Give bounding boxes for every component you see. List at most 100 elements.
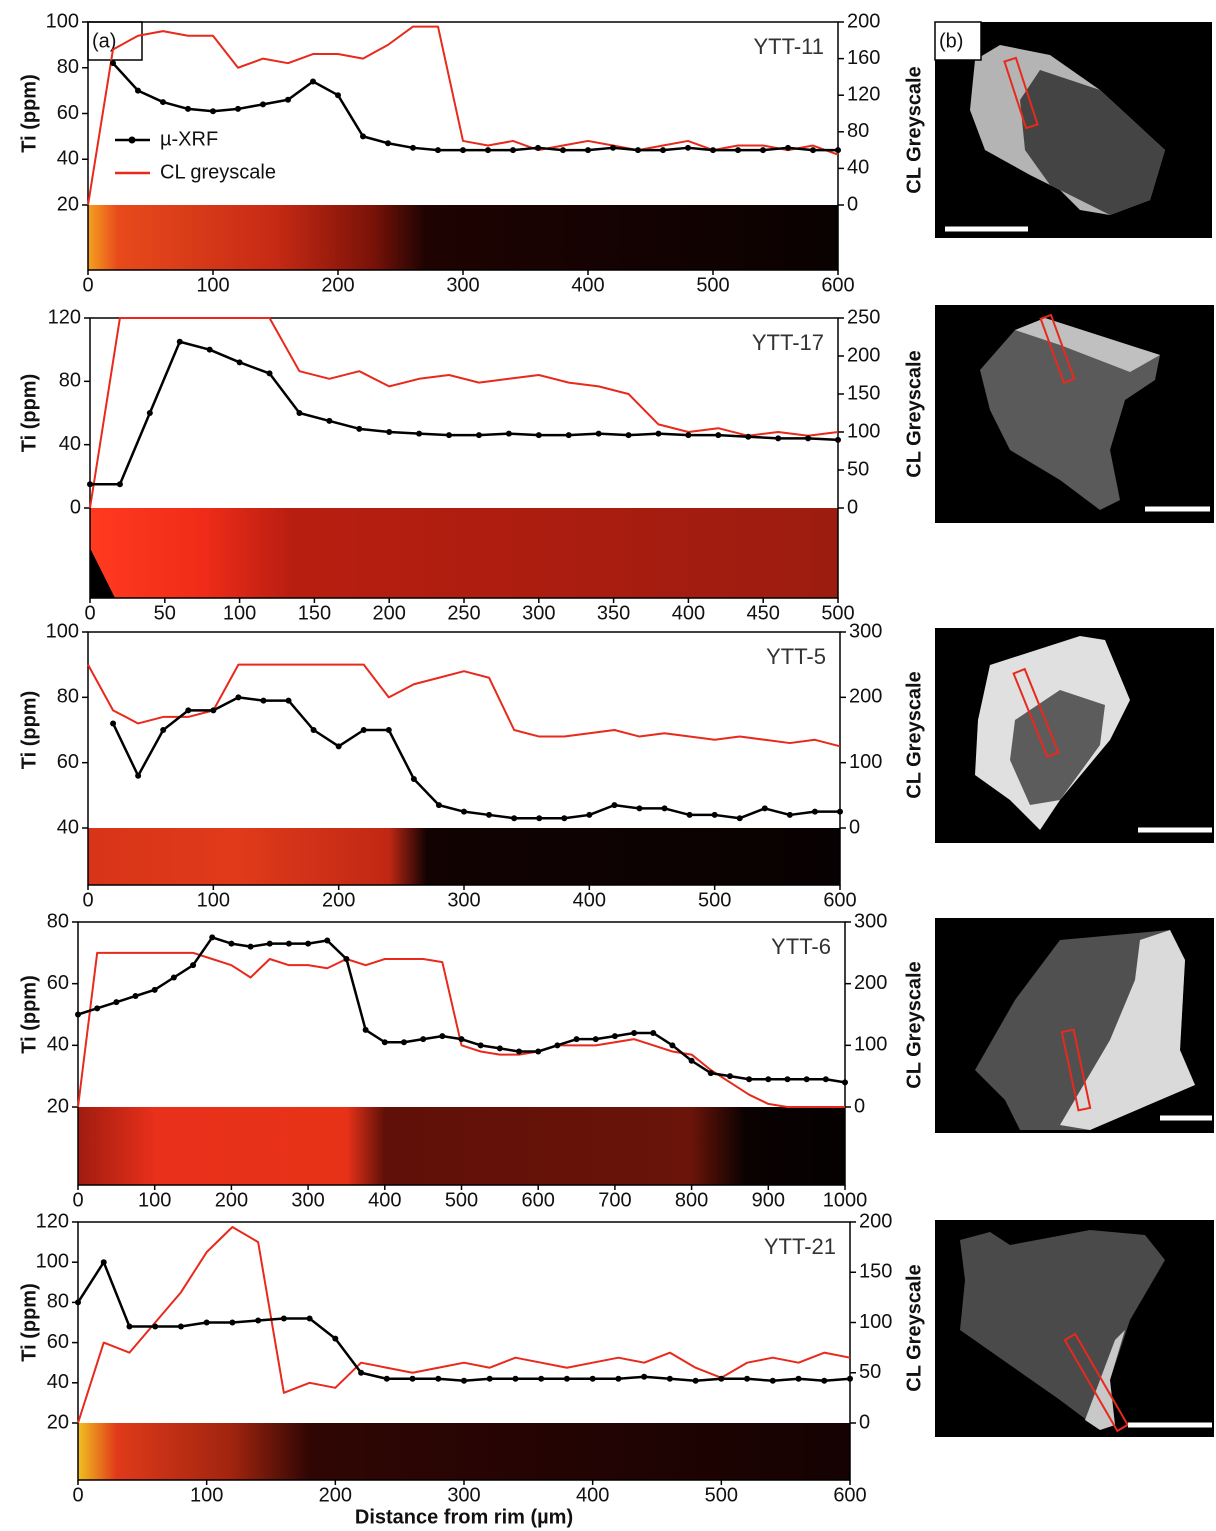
figure: (a) (b) 20406080100040801201602000100200… — [0, 0, 1216, 1531]
series-marker — [727, 1073, 733, 1079]
x-tick-label: 100 — [197, 889, 230, 911]
y2-tick-label: 300 — [849, 620, 882, 642]
x-tick-label: 500 — [705, 1484, 738, 1506]
y-tick-label: 40 — [59, 433, 81, 455]
series-marker — [87, 481, 93, 487]
series-line — [78, 953, 845, 1107]
series-line — [88, 665, 840, 747]
series-marker — [305, 941, 311, 947]
series-marker — [210, 707, 216, 713]
series-marker — [446, 432, 452, 438]
y-axis-title: Ti (ppm) — [18, 975, 40, 1054]
x-tick-label: 400 — [573, 889, 606, 911]
y2-tick-label: 0 — [859, 1411, 870, 1433]
series-marker — [324, 938, 330, 944]
series-marker — [710, 147, 716, 153]
x-tick-label: 100 — [223, 602, 256, 624]
y2-tick-label: 50 — [859, 1361, 881, 1383]
series-marker — [356, 426, 362, 432]
series-marker — [343, 956, 349, 962]
series-marker — [746, 1076, 752, 1082]
series-marker — [160, 99, 166, 105]
xrf-map — [78, 1107, 845, 1185]
series-marker — [560, 147, 566, 153]
series-marker — [655, 431, 661, 437]
series-marker — [821, 1378, 827, 1384]
xrf-map — [90, 508, 838, 598]
x-tick-label: 200 — [373, 602, 406, 624]
cl-image — [935, 918, 1214, 1133]
series-marker — [267, 370, 273, 376]
series-marker — [204, 1320, 210, 1326]
series-marker — [516, 1049, 522, 1055]
x-tick-label: 1000 — [823, 1189, 868, 1211]
series-marker — [636, 805, 642, 811]
series-marker — [135, 773, 141, 779]
x-tick-label: 600 — [833, 1484, 866, 1506]
x-tick-label: 50 — [154, 602, 176, 624]
series-marker — [336, 743, 342, 749]
y-tick-label: 40 — [47, 1034, 69, 1056]
series-marker — [439, 1033, 445, 1039]
y2-tick-label: 0 — [847, 193, 858, 215]
legend-label: CL greyscale — [160, 161, 276, 183]
series-marker — [805, 435, 811, 441]
y-axis-title: Ti (ppm) — [18, 374, 40, 453]
cl-image — [935, 305, 1214, 523]
x-tick-label: 600 — [823, 889, 856, 911]
y2-tick-label: 120 — [847, 83, 880, 105]
y2-tick-label: 250 — [847, 306, 880, 328]
series-marker — [237, 359, 243, 365]
y-tick-label: 20 — [47, 1095, 69, 1117]
series-marker — [586, 812, 592, 818]
x-tick-label: 200 — [319, 1484, 352, 1506]
series-marker — [307, 1315, 313, 1321]
series-marker — [812, 809, 818, 815]
cl-image — [935, 1220, 1214, 1437]
y-tick-label: 120 — [48, 306, 81, 328]
y-tick-label: 100 — [46, 620, 79, 642]
series-marker — [190, 962, 196, 968]
x-tick-label: 0 — [72, 1189, 83, 1211]
series-marker — [358, 1370, 364, 1376]
series-marker — [687, 812, 693, 818]
panel-b-label: (b) — [935, 22, 981, 60]
series-marker — [650, 1030, 656, 1036]
legend-label: µ-XRF — [160, 128, 218, 150]
series-marker — [770, 1378, 776, 1384]
series-marker — [486, 812, 492, 818]
y-tick-label: 80 — [47, 1291, 69, 1313]
series-marker — [837, 809, 843, 815]
series-marker — [177, 339, 183, 345]
series-marker — [715, 432, 721, 438]
series-marker — [126, 1324, 132, 1330]
series-marker — [185, 707, 191, 713]
series-marker — [75, 1012, 81, 1018]
series-marker — [178, 1324, 184, 1330]
x-tick-label: 700 — [598, 1189, 631, 1211]
series-marker — [267, 941, 273, 947]
series-marker — [248, 944, 254, 950]
panel-label: (b) — [939, 30, 963, 52]
y-tick-label: 40 — [57, 816, 79, 838]
series-marker — [401, 1039, 407, 1045]
series-marker — [835, 437, 841, 443]
xrf-map — [88, 205, 838, 270]
series-marker — [566, 432, 572, 438]
series-marker — [689, 1058, 695, 1064]
sample-label: YTT-17 — [752, 330, 824, 355]
series-marker — [669, 1042, 675, 1048]
series-marker — [360, 133, 366, 139]
series-marker — [435, 147, 441, 153]
series-marker — [611, 802, 617, 808]
series-marker — [810, 147, 816, 153]
y2-tick-label: 200 — [849, 686, 882, 708]
series-marker — [171, 975, 177, 981]
series-marker — [476, 432, 482, 438]
series-marker — [762, 805, 768, 811]
series-marker — [281, 1315, 287, 1321]
y-tick-label: 60 — [47, 972, 69, 994]
y-tick-label: 40 — [57, 148, 79, 170]
series-marker — [596, 431, 602, 437]
